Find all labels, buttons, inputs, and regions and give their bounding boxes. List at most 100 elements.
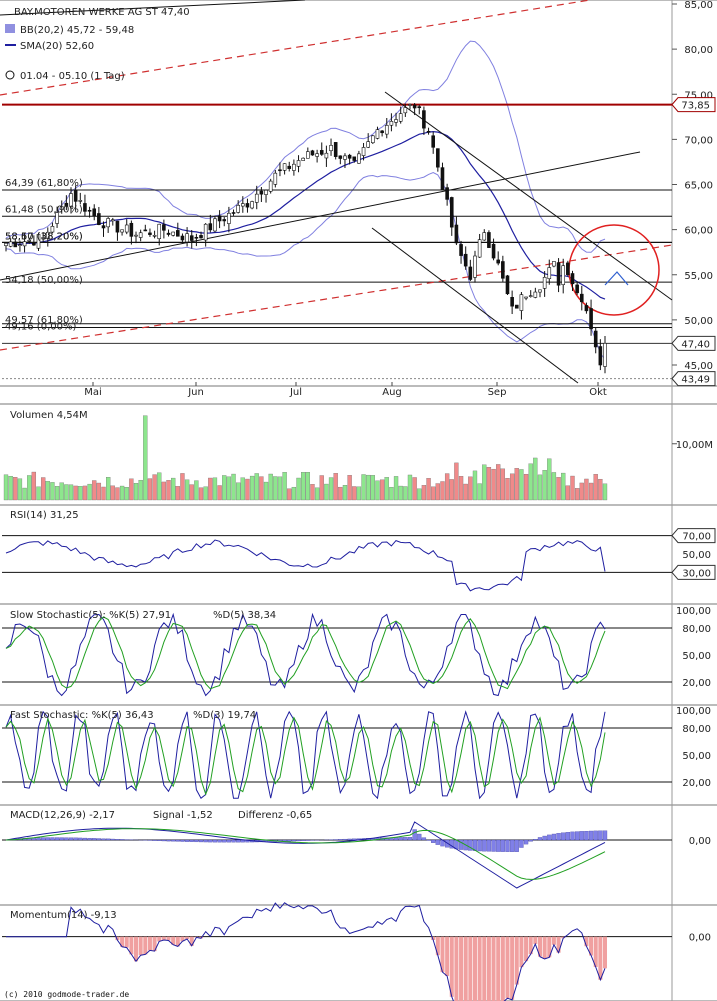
volume-bar [36,486,41,501]
volume-bar [143,415,148,501]
volume-bar [203,486,208,501]
candle-body [528,295,533,297]
fast-k-line [5,710,606,800]
momentum-fill [486,936,491,1001]
volume-bar [87,483,92,501]
momentum-fill [551,936,556,945]
candle-body [343,155,347,160]
candle-body [45,231,50,239]
macd-title: MACD(12,26,9) -2,17 [10,810,115,821]
volume-bar [263,481,269,501]
momentum-fill [161,936,166,940]
momentum-fill [171,936,176,945]
momentum-fill [491,936,496,1001]
macd-histogram-bar [519,839,524,848]
volume-bar [138,479,143,501]
clock-icon [5,70,15,80]
candle-body [55,212,59,224]
candle-body [459,244,463,256]
candle-body [449,197,454,228]
volume-bar [426,478,431,501]
macd-histogram-bar [92,838,97,841]
macd-histogram-bar [547,834,552,841]
candle-body [236,204,240,213]
momentum-title: Momentum(14) -9,13 [10,910,117,921]
fast-stoch-tick: 20,00 [682,778,711,789]
rsi-line [5,539,606,592]
macd-signal-label: Signal -1,52 [153,810,213,821]
volume-bar [245,478,250,501]
volume-bar [152,474,157,501]
candle-body [436,148,440,168]
candle-body [106,218,110,228]
volume-bar [574,488,580,501]
candle-body [217,215,222,222]
volume-bar [254,473,259,501]
candle-body [13,241,18,248]
price-tick-label: 75,00 [684,90,713,101]
volume-bar [556,477,561,501]
momentum-fill [505,936,510,999]
momentum-fill [547,936,552,958]
candle-body [566,262,570,276]
candle-body [589,308,593,330]
candle-body [584,305,589,312]
fib-label: 49,57 (61,80%) [5,315,83,326]
candle-body [162,224,166,231]
volume-bar [375,480,380,501]
momentum-fill [152,936,157,952]
momentum-line [6,902,606,1001]
macd-histogram-bar [574,831,580,841]
candle-body [208,223,213,231]
candle-body [357,153,361,164]
momentum-fill [556,936,561,953]
candle-body [185,233,189,243]
volume-bar [482,464,487,501]
candle-body [324,152,329,159]
candle-body [101,225,106,229]
macd-histogram-bar [561,832,566,841]
candle-body [371,135,375,144]
slow-d-line [5,616,606,690]
rsi-tag-box [671,528,716,544]
uptrend-line [0,151,641,281]
volume-bar [468,476,473,501]
price-tag-box [671,335,716,351]
candle-body [496,259,501,264]
macd-histogram-bar [217,839,222,843]
price-tag-box [671,97,716,113]
volume-bar [472,470,478,501]
price-tag-text: 47,40 [681,339,710,350]
momentum-fill [510,936,515,1000]
macd-histogram-bar [161,839,167,842]
volume-bar [268,473,273,501]
volume-bar [440,481,445,501]
candle-body [468,266,473,280]
slow-stoch-tick: 100,00 [676,606,711,617]
candle-body [538,289,542,293]
volume-bar [523,473,529,501]
slow-stoch-tick: 50,00 [682,651,711,662]
copyright: (c) 2010 godmode-trader.de [4,990,129,999]
macd-histogram-bar [496,839,501,852]
macd-histogram-bar [565,832,571,841]
candle-body [315,153,319,157]
volume-tick-label: 10,00M [676,440,713,451]
fast-stoch-tick: 80,00 [682,724,711,735]
candle-body [83,203,87,212]
macd-histogram-bar [435,839,440,845]
volume-bar [106,477,111,501]
sma-legend: SMA(20) 52,60 [20,41,94,52]
candle-body [598,346,603,366]
volume-bar [231,473,236,501]
month-label: Jul [289,387,302,398]
volume-bar [166,480,171,501]
volume-bar [547,458,552,501]
volume-bar [129,478,134,501]
volume-bar [101,486,106,501]
volume-bar [500,468,505,501]
price-tick-label: 80,00 [684,45,713,56]
candle-body [152,234,157,237]
macd-histogram-bar [602,830,608,841]
volume-bar [509,473,515,501]
